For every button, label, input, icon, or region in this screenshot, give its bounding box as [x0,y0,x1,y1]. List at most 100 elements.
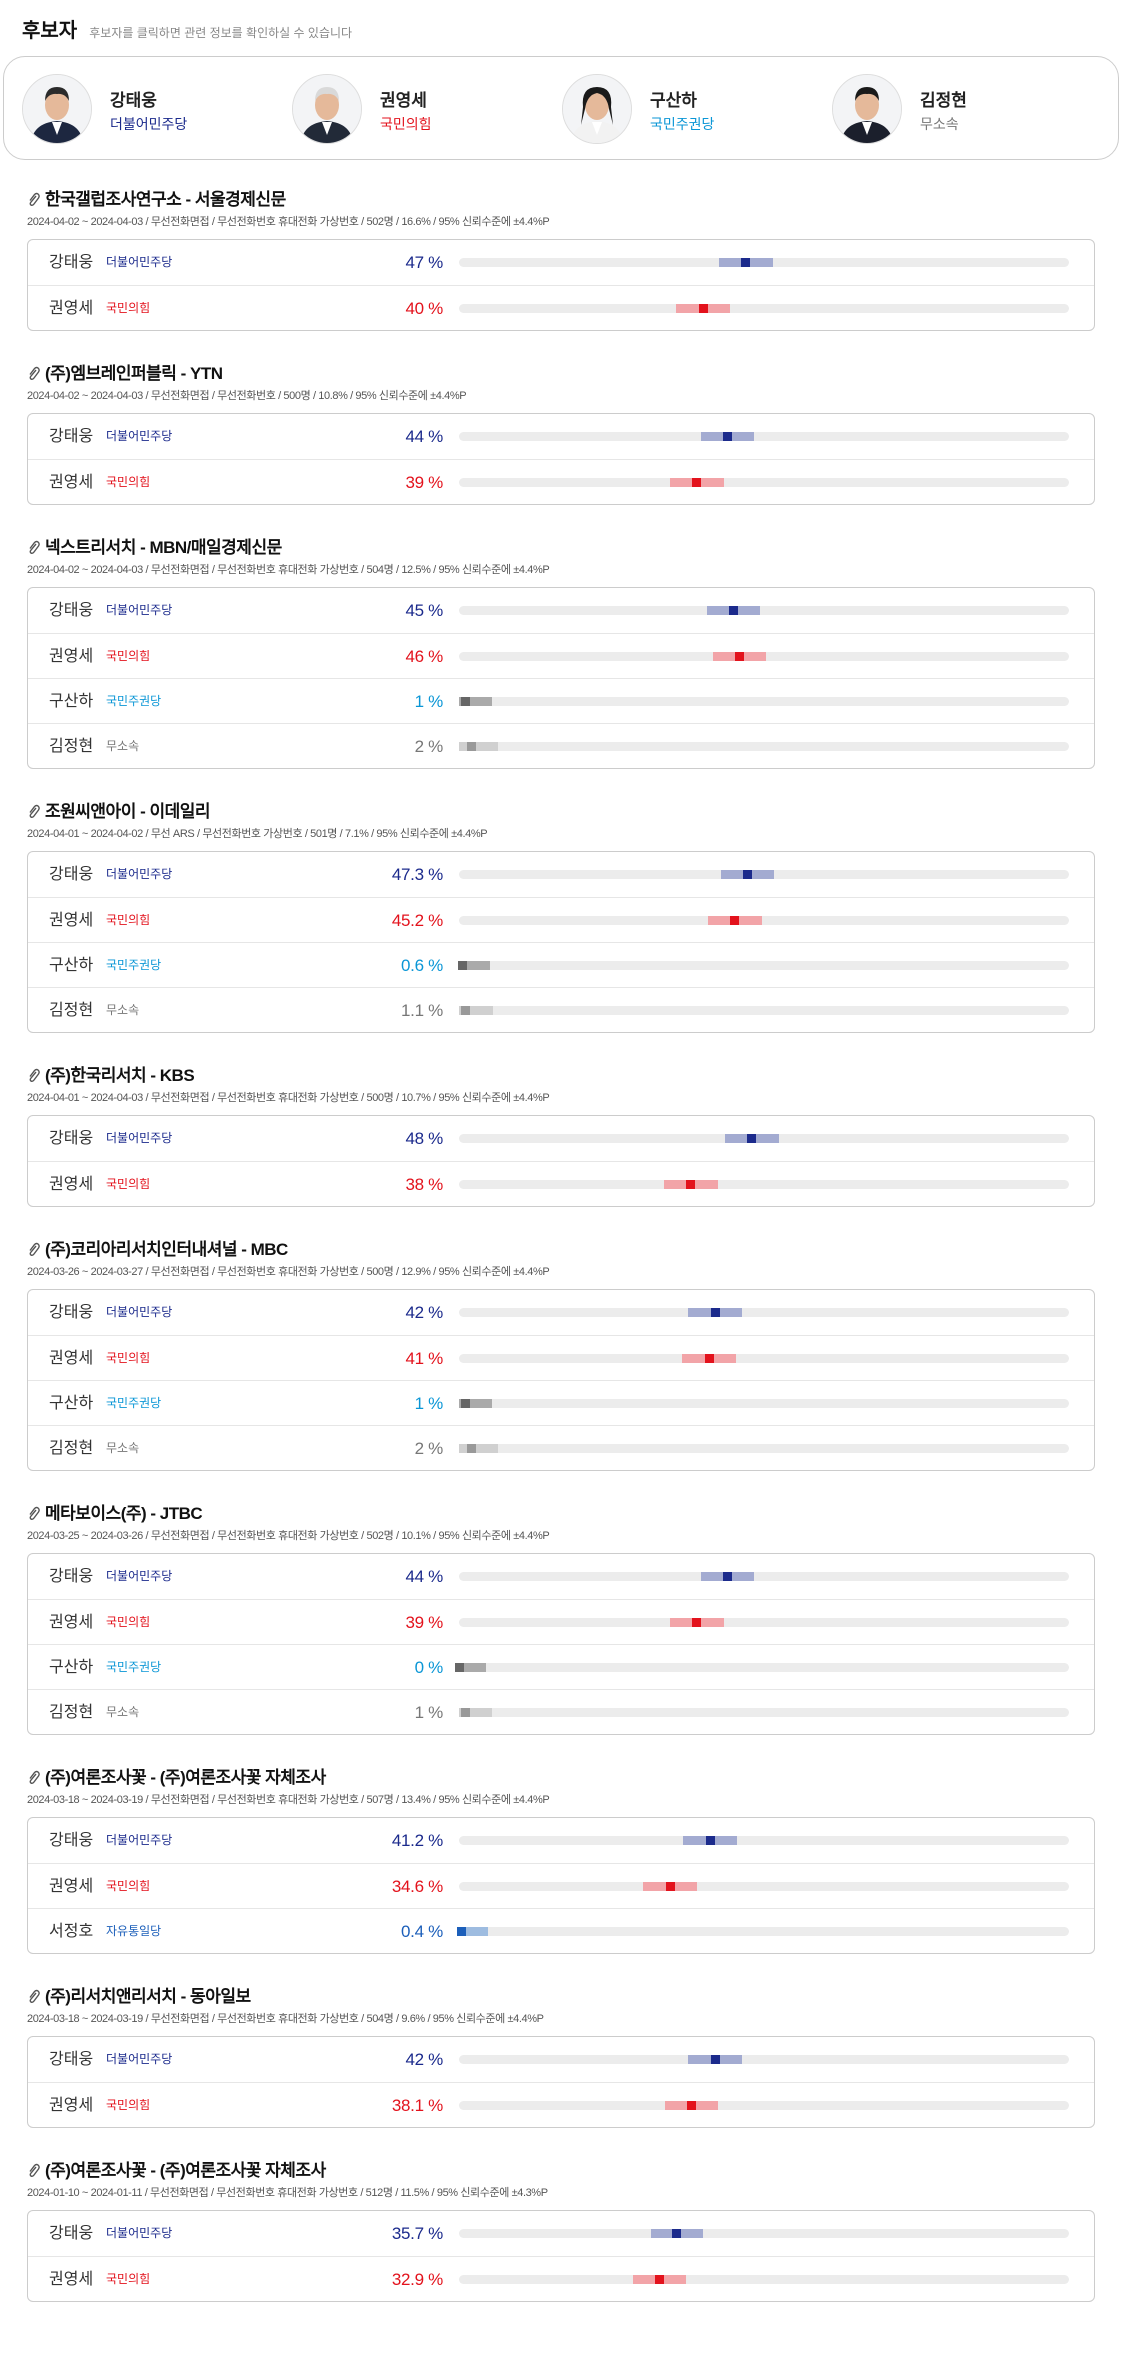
candidate-name: 구산하 [49,1659,94,1676]
margin-band [459,1006,493,1015]
candidate-card[interactable]: 강태웅 더불어민주당 [22,74,282,144]
header: 후보자 후보자를 클릭하면 관련 정보를 확인하실 수 있습니다 [22,14,352,44]
clip-icon [29,192,40,206]
party-name: 국민의힘 [106,1879,151,1893]
poll-box: 강태웅 더불어민주당 44 % 권영세 국민의힘 39 % 구산하 국민주권당 0 % 김정현 무소… [27,1553,1095,1735]
candidate-name: 구산하 [49,1395,94,1412]
poll-row: 권영세 국민의힘 45.2 % [28,897,1094,942]
bar-track [459,916,1069,925]
value-point [741,258,751,267]
candidate-name: 권영세 [49,300,94,317]
value-point [460,1399,470,1408]
value-label: 2 % [414,1439,444,1458]
bar-track [459,478,1069,487]
poll-meta: 2024-04-01 ~ 2024-04-03 / 무선전화면접 / 무선전화번… [27,1092,550,1104]
party-name: 더불어민주당 [106,1569,173,1583]
value-point [698,304,708,313]
clip-icon [29,540,40,554]
poll-row: 김정현 무소속 1.1 % [28,987,1094,1032]
value-label: 45.2 % [391,911,443,930]
value-point [710,2055,720,2064]
value-point [735,652,745,661]
candidate-name: 강태웅 [49,428,94,445]
value-label: 44 % [405,1567,443,1586]
value-point [460,697,470,706]
party-name: 무소속 [106,1441,140,1455]
bar-track [459,652,1069,661]
value-label: 42 % [405,2050,443,2069]
poll-box: 강태웅 더불어민주당 41.2 % 권영세 국민의힘 34.6 % 서정호 자유통일당 0.4 … [27,1817,1095,1954]
bar-track [459,1882,1069,1891]
value-point [466,742,476,751]
poll-section: (주)엠브레인퍼블릭 - YTN 2024-04-02 ~ 2024-04-03 … [27,360,1095,505]
margin-band [459,961,490,970]
poll-box: 강태웅 더불어민주당 48 % 권영세 국민의힘 38 % [27,1115,1095,1207]
party-name: 국민의힘 [106,649,151,663]
bar-track [459,2275,1069,2284]
candidate-card[interactable]: 김정현 무소속 [832,74,1092,144]
value-point [722,432,732,441]
value-point [665,1882,675,1891]
value-point [460,1708,470,1717]
value-point [704,1354,714,1363]
value-point [692,1618,702,1627]
candidate-name: 강태웅 [110,91,157,110]
poll-row: 권영세 국민의힘 39 % [28,459,1094,504]
margin-band [459,1927,489,1936]
bar-track [459,2101,1069,2110]
bar-track [459,1444,1069,1453]
value-point [686,1180,696,1189]
poll-meta: 2024-03-25 ~ 2024-03-26 / 무선전화면접 / 무선전화번… [27,1530,550,1542]
bar-track [459,432,1069,441]
poll-title-text: (주)코리아리서치인터내셔널 - MBC [45,1240,288,1259]
poll-row: 서정호 자유통일당 0.4 % [28,1908,1094,1953]
candidate-name: 구산하 [49,957,94,974]
poll-meta: 2024-04-02 ~ 2024-04-03 / 무선전화면접 / 무선전화번… [27,390,467,402]
party-name: 국민주권당 [106,1396,162,1410]
poll-title: (주)엠브레인퍼블릭 - YTN [27,360,1095,387]
poll-title: 메타보이스(주) - JTBC [27,1500,1095,1527]
candidate-name: 권영세 [49,912,94,929]
poll-title-text: 메타보이스(주) - JTBC [45,1504,203,1523]
bar-track [459,1180,1069,1189]
poll-row: 권영세 국민의힘 38.1 % [28,2082,1094,2127]
candidate-name: 권영세 [49,2271,94,2288]
poll-title-text: (주)여론조사꽃 - (주)여론조사꽃 자체조사 [45,2161,326,2180]
party-name: 자유통일당 [106,1924,162,1938]
candidate-card[interactable]: 구산하 국민주권당 [562,74,822,144]
candidate-name: 김정현 [49,1002,94,1019]
value-point [747,1134,757,1143]
header-title: 후보자 [22,20,78,42]
value-label: 40 % [405,299,443,318]
margin-band [459,1444,499,1453]
poll-section: 조원씨앤아이 - 이데일리 2024-04-01 ~ 2024-04-02 / 무… [27,798,1095,1033]
candidate-name: 권영세 [49,1176,94,1193]
candidate-card[interactable]: 권영세 국민의힘 [292,74,552,144]
photo-art [23,75,91,143]
poll-row: 강태웅 더불어민주당 47 % [28,240,1094,285]
poll-row: 권영세 국민의힘 40 % [28,285,1094,330]
value-point [722,1572,732,1581]
poll-box: 강태웅 더불어민주당 42 % 권영세 국민의힘 38.1 % [27,2036,1095,2128]
candidate-photo [292,74,362,144]
value-point [692,478,702,487]
party-name: 더불어민주당 [106,867,173,881]
value-label: 48 % [405,1129,443,1148]
party-name: 국민의힘 [106,1351,151,1365]
poll-row: 김정현 무소속 1 % [28,1689,1094,1734]
bar-track [459,1354,1069,1363]
poll-title: (주)여론조사꽃 - (주)여론조사꽃 자체조사 [27,1764,1095,1791]
bar-track [459,1572,1069,1581]
party-name: 국민의힘 [106,2272,151,2286]
candidate-name: 김정현 [49,1440,94,1457]
poll-section: 한국갤럽조사연구소 - 서울경제신문 2024-04-02 ~ 2024-04-0… [27,186,1095,331]
value-label: 0.4 % [401,1922,443,1941]
photo-art [833,75,901,143]
party-name: 무소속 [106,739,140,753]
poll-section: (주)여론조사꽃 - (주)여론조사꽃 자체조사 2024-01-10 ~ 202… [27,2157,1095,2302]
value-point [458,961,468,970]
candidate-name: 강태웅 [49,1304,94,1321]
candidate-name: 권영세 [49,474,94,491]
value-point [705,1836,715,1845]
